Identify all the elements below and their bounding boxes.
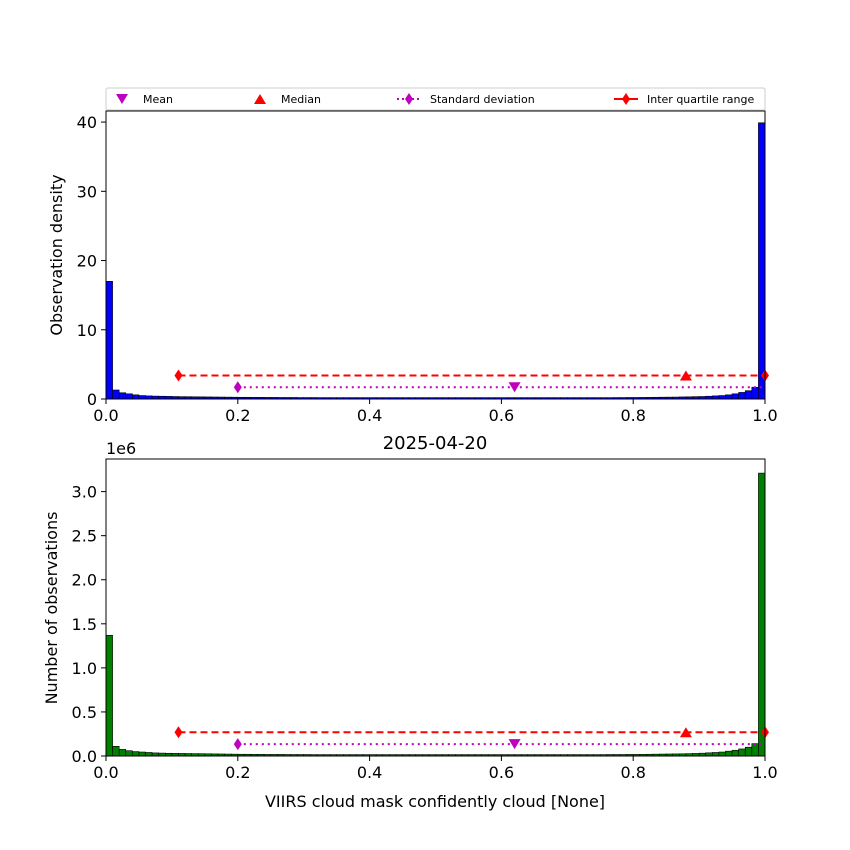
legend-iqr-label: Inter quartile range	[647, 93, 754, 106]
bottom-histogram-bar	[125, 750, 133, 757]
bottom-std-start-marker	[233, 738, 242, 751]
top-y-axis-label: Observation density	[47, 174, 66, 335]
median-marker-icon	[254, 94, 266, 104]
top-histogram-bar	[718, 395, 726, 400]
top-x-tick-label: 0.2	[225, 406, 250, 425]
top-x-tick-label: 1.0	[752, 406, 777, 425]
bottom-y-tick-label: 1.0	[72, 659, 97, 678]
bottom-y-tick-label: 2.5	[72, 527, 97, 546]
legend-std-label: Standard deviation	[430, 93, 535, 106]
bottom-x-tick-label: 1.0	[752, 763, 777, 782]
bottom-histogram-bar	[132, 751, 140, 757]
bottom-x-tick-label: 0.4	[357, 763, 382, 782]
bottom-x-ticks: 0.0 0.2 0.4 0.6 0.8 1.0	[93, 756, 778, 782]
bottom-histogram-bar	[758, 472, 766, 757]
bottom-x-axis-label: VIIRS cloud mask confidently cloud [None…	[265, 792, 605, 811]
bottom-chart-title: 2025-04-20	[383, 433, 488, 454]
top-histogram-bar	[725, 394, 733, 400]
top-y-tick-label: 0	[87, 390, 97, 409]
bottom-bars	[105, 472, 766, 757]
bottom-histogram-bar	[118, 749, 127, 757]
top-histogram-bar	[125, 393, 133, 400]
bottom-histogram-bar	[711, 752, 720, 757]
top-y-tick-label: 30	[77, 182, 97, 201]
bottom-histogram-bar	[725, 750, 733, 757]
bottom-y-tick-label: 0.5	[72, 703, 97, 722]
top-histogram-bar	[138, 395, 146, 400]
top-histogram-bar	[758, 122, 766, 400]
legend-mean-label: Mean	[143, 93, 173, 106]
bottom-histogram-bar	[145, 752, 153, 757]
iqr-marker-icon	[622, 93, 630, 105]
legend: Mean Median Standard deviation Inter qua…	[105, 87, 766, 111]
bottom-y-tick-label: 1.5	[72, 615, 97, 634]
bottom-histogram-bar	[112, 746, 120, 757]
bottom-histogram-bar	[105, 634, 113, 757]
top-x-tick-label: 0.8	[620, 406, 645, 425]
bottom-histogram-bar	[731, 749, 739, 757]
top-histogram-bar	[112, 389, 120, 400]
top-y-tick-label: 40	[77, 113, 97, 132]
std-marker-icon	[405, 93, 413, 105]
top-y-ticks: 0 10 20 30 40	[77, 113, 106, 409]
top-std-start-marker	[233, 381, 242, 394]
bottom-histogram-bar	[718, 751, 726, 757]
top-bars	[105, 122, 766, 400]
top-histogram-bar	[751, 386, 759, 400]
legend-median-label: Median	[281, 93, 321, 106]
mean-marker-icon	[116, 94, 128, 104]
bottom-y-axis-label: Number of observations	[42, 512, 61, 705]
top-histogram-bar	[744, 390, 753, 400]
top-y-tick-label: 20	[77, 252, 97, 271]
top-x-tick-label: 0.0	[93, 406, 118, 425]
bottom-histogram-panel: 2025-04-20 1e6 0.0 0.2 0.4 0.6 0.8 1.0 0.0 0.5…	[42, 433, 778, 811]
top-histogram-bar	[738, 392, 746, 400]
bottom-x-tick-label: 0.0	[93, 763, 118, 782]
bottom-histogram-bar	[138, 751, 146, 757]
top-histogram-bar	[118, 392, 127, 400]
bottom-y-offset-label: 1e6	[106, 439, 136, 458]
top-x-ticks: 0.0 0.2 0.4 0.6 0.8 1.0	[93, 399, 778, 425]
bottom-axes-frame	[105, 458, 766, 757]
top-mean-marker	[508, 382, 521, 393]
bottom-histogram-bar	[738, 748, 746, 757]
bottom-y-ticks: 0.0 0.5 1.0 1.5 2.0 2.5 3.0	[72, 483, 106, 766]
bottom-median-marker	[679, 727, 692, 738]
top-x-tick-label: 0.6	[489, 406, 514, 425]
bottom-y-tick-label: 0.0	[72, 747, 97, 766]
top-axes-frame	[105, 110, 766, 400]
top-median-marker	[679, 370, 692, 381]
bottom-x-tick-label: 0.6	[489, 763, 514, 782]
legend-box	[105, 87, 766, 111]
top-histogram-bar	[105, 281, 113, 400]
top-iqr-start-marker	[174, 369, 183, 382]
bottom-histogram-bar	[744, 746, 753, 757]
top-histogram-bar	[132, 394, 140, 400]
top-y-tick-label: 10	[77, 321, 97, 340]
bottom-iqr-start-marker	[174, 726, 183, 739]
bottom-y-tick-label: 3.0	[72, 483, 97, 502]
top-histogram-panel: 0.0 0.2 0.4 0.6 0.8 1.0 0 10 20 30 40 Observation…	[47, 110, 778, 425]
bottom-y-tick-label: 2.0	[72, 571, 97, 590]
top-statistics-overlay	[174, 369, 769, 394]
bottom-x-tick-label: 0.8	[620, 763, 645, 782]
bottom-histogram-bar	[751, 743, 759, 757]
bottom-mean-marker	[508, 739, 521, 750]
bottom-statistics-overlay	[174, 726, 769, 751]
top-x-tick-label: 0.4	[357, 406, 382, 425]
top-histogram-bar	[731, 393, 739, 400]
bottom-x-tick-label: 0.2	[225, 763, 250, 782]
